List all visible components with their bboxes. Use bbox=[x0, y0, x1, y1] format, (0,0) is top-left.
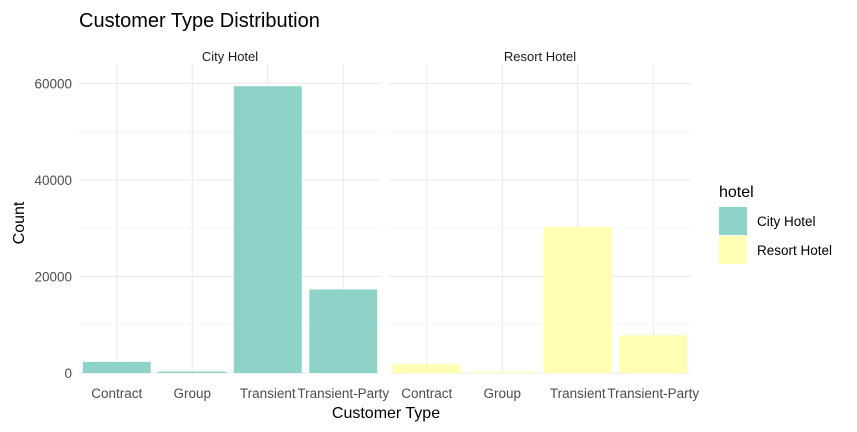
y-tick-label: 40000 bbox=[34, 173, 72, 188]
bar bbox=[233, 86, 302, 373]
y-tick-label: 0 bbox=[64, 366, 72, 381]
x-tick-label: Transient-Party bbox=[607, 386, 699, 401]
legend-title: hotel bbox=[719, 184, 754, 201]
bar bbox=[619, 335, 688, 373]
y-tick-label: 60000 bbox=[34, 76, 72, 91]
bar bbox=[392, 364, 461, 373]
legend: hotel City Hotel Resort Hotel bbox=[719, 184, 832, 264]
x-tick-label: Transient bbox=[550, 386, 606, 401]
bar bbox=[158, 371, 227, 373]
legend-label: City Hotel bbox=[757, 214, 816, 229]
legend-key bbox=[719, 207, 747, 235]
legend-label: Resort Hotel bbox=[757, 243, 832, 258]
bar bbox=[309, 289, 378, 373]
y-tick-label: 20000 bbox=[34, 269, 72, 284]
bar bbox=[468, 371, 537, 373]
bar bbox=[82, 361, 151, 373]
x-tick-label: Group bbox=[483, 386, 521, 401]
x-axis-title: Customer Type bbox=[332, 405, 440, 422]
legend-key bbox=[719, 236, 747, 264]
bar bbox=[543, 227, 612, 373]
y-axis-title: Count bbox=[11, 201, 28, 244]
x-tick-label: Group bbox=[173, 386, 211, 401]
x-tick-label: Transient bbox=[240, 386, 296, 401]
facet-label: City Hotel bbox=[202, 49, 258, 64]
facet-label: Resort Hotel bbox=[504, 49, 576, 64]
x-tick-label: Contract bbox=[401, 386, 452, 401]
x-tick-label: Transient-Party bbox=[297, 386, 389, 401]
x-tick-label: Contract bbox=[91, 386, 142, 401]
chart-title: Customer Type Distribution bbox=[79, 10, 320, 32]
